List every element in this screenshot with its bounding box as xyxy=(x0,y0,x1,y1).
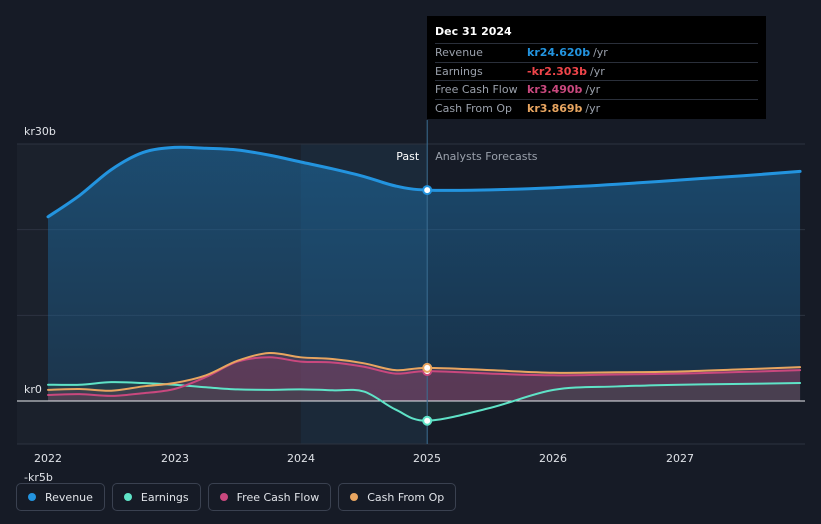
cash-from-op-line xyxy=(47,352,802,392)
legend-label: Free Cash Flow xyxy=(236,490,320,504)
tooltip-label: Revenue xyxy=(435,46,483,59)
legend-dot xyxy=(123,493,132,501)
x-tick-label: 2025 xyxy=(413,452,441,465)
tooltip: Dec 31 2024 Revenue kr24.620b/yr Earning… xyxy=(427,16,766,119)
legend-dot xyxy=(28,493,36,501)
tooltip-value: -kr2.303b/yr xyxy=(527,64,605,78)
x-tick-label: 2026 xyxy=(539,452,567,465)
x-tick-label: 2022 xyxy=(34,452,62,465)
x-tick-label: 2023 xyxy=(161,452,189,465)
y-axis-label: kr30b xyxy=(24,125,56,138)
tooltip-value: kr3.869b/yr xyxy=(527,101,601,115)
x-tick-label: 2024 xyxy=(287,452,315,465)
tooltip-date: Dec 31 2024 xyxy=(435,25,512,38)
legend-label: Earnings xyxy=(140,490,189,504)
tooltip-row-free-cash-flow: Free Cash Flow kr3.490b/yr xyxy=(435,80,758,99)
free-cash-flow-line xyxy=(47,356,802,397)
legend-dot xyxy=(219,493,228,501)
point-marker xyxy=(422,362,433,373)
forecast-label: Analysts Forecasts xyxy=(435,150,538,163)
point-marker xyxy=(422,415,433,426)
tooltip-row-cash-from-op: Cash From Op kr3.869b/yr xyxy=(435,98,758,118)
tooltip-row-earnings: Earnings -kr2.303b/yr xyxy=(435,61,758,81)
point-marker xyxy=(422,185,433,196)
tooltip-label: Earnings xyxy=(435,64,483,78)
legend-item-cash-from-op[interactable]: Cash From Op xyxy=(338,483,457,511)
x-tick-label: 2027 xyxy=(666,452,694,465)
y-axis-label: -kr5b xyxy=(24,471,53,484)
tooltip-label: Free Cash Flow xyxy=(435,83,518,96)
legend: Revenue Earnings Free Cash Flow Cash Fro… xyxy=(16,483,457,511)
legend-dot xyxy=(350,493,359,501)
y-axis-label: kr0 xyxy=(24,383,42,396)
legend-item-revenue[interactable]: Revenue xyxy=(16,483,105,511)
earnings-line xyxy=(47,381,802,422)
revenue-area xyxy=(48,147,801,401)
tooltip-label: Cash From Op xyxy=(435,101,513,115)
revenue-line xyxy=(46,145,802,219)
tooltip-value: kr24.620b/yr xyxy=(527,46,608,59)
past-label: Past xyxy=(396,150,420,163)
legend-label: Revenue xyxy=(45,490,93,504)
legend-item-free-cash-flow[interactable]: Free Cash Flow xyxy=(207,483,332,511)
legend-label: Cash From Op xyxy=(367,490,445,504)
legend-item-earnings[interactable]: Earnings xyxy=(111,483,201,511)
tooltip-value: kr3.490b/yr xyxy=(527,83,601,96)
tooltip-row-revenue: Revenue kr24.620b/yr xyxy=(435,43,758,62)
